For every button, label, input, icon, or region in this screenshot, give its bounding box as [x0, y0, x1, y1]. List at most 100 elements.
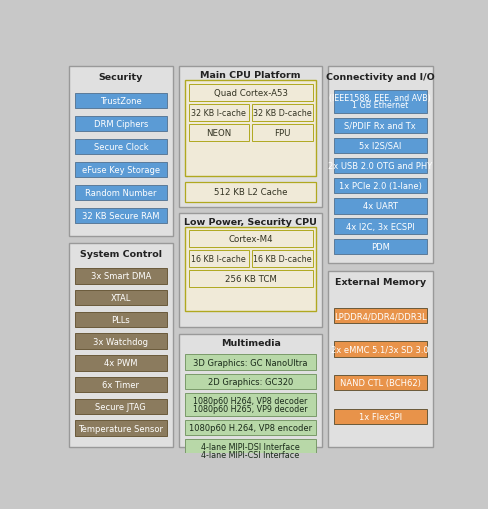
- Text: 5x I2S/SAI: 5x I2S/SAI: [358, 142, 401, 151]
- Bar: [75, 312, 167, 327]
- Text: 3x Watchdog: 3x Watchdog: [93, 337, 148, 346]
- Text: 3D Graphics: GC NanoUltra: 3D Graphics: GC NanoUltra: [193, 358, 307, 367]
- Bar: [333, 308, 426, 324]
- Text: 1080p60 H265, VP9 decoder: 1080p60 H265, VP9 decoder: [193, 404, 307, 413]
- Text: FPU: FPU: [274, 129, 290, 138]
- Bar: [75, 355, 167, 371]
- Text: S/PDIF Rx and Tx: S/PDIF Rx and Tx: [344, 122, 415, 130]
- Text: NAND CTL (BCH62): NAND CTL (BCH62): [339, 378, 420, 387]
- Bar: [333, 118, 426, 134]
- Text: 4-lane MIPI-DSI Interface: 4-lane MIPI-DSI Interface: [201, 442, 299, 451]
- Text: Main CPU Platform: Main CPU Platform: [200, 71, 300, 80]
- Bar: [327, 67, 432, 264]
- Bar: [333, 199, 426, 214]
- Text: 32 KB D-cache: 32 KB D-cache: [252, 109, 311, 118]
- Text: Cortex-M4: Cortex-M4: [228, 235, 272, 244]
- Text: 2x USB 2.0 OTG and PHY: 2x USB 2.0 OTG and PHY: [327, 162, 431, 171]
- Text: TrustZone: TrustZone: [100, 97, 142, 105]
- Bar: [327, 272, 432, 447]
- Text: 1x PCIe 2.0 (1-lane): 1x PCIe 2.0 (1-lane): [338, 182, 421, 191]
- Bar: [179, 214, 321, 328]
- Bar: [184, 227, 316, 312]
- Bar: [188, 125, 248, 142]
- Text: 1x FlexSPI: 1x FlexSPI: [358, 412, 401, 421]
- Text: 1080p60 H.264, VP8 encoder: 1080p60 H.264, VP8 encoder: [189, 423, 311, 432]
- Text: Multimedia: Multimedia: [220, 338, 280, 347]
- Bar: [188, 105, 248, 122]
- Text: NEON: NEON: [206, 129, 231, 138]
- Text: DRM Ciphers: DRM Ciphers: [94, 120, 148, 129]
- Bar: [333, 138, 426, 154]
- Bar: [75, 420, 167, 436]
- Bar: [188, 231, 312, 248]
- Bar: [188, 251, 248, 268]
- Bar: [184, 393, 316, 416]
- Bar: [75, 377, 167, 392]
- Bar: [75, 139, 167, 155]
- Bar: [333, 179, 426, 194]
- Text: 2x eMMC 5.1/3x SD 3.0: 2x eMMC 5.1/3x SD 3.0: [331, 345, 428, 354]
- Bar: [333, 342, 426, 357]
- Bar: [188, 271, 312, 288]
- Text: External Memory: External Memory: [334, 277, 425, 286]
- Text: 4x PWM: 4x PWM: [104, 359, 137, 367]
- Bar: [333, 219, 426, 235]
- Bar: [333, 159, 426, 174]
- Bar: [75, 291, 167, 306]
- Bar: [333, 91, 426, 114]
- Text: 6x Timer: 6x Timer: [102, 380, 139, 389]
- Text: Security: Security: [99, 73, 143, 82]
- Text: PLLs: PLLs: [111, 315, 130, 324]
- Text: Quad Cortex-A53: Quad Cortex-A53: [213, 89, 287, 98]
- Bar: [75, 93, 167, 109]
- Bar: [252, 125, 312, 142]
- Bar: [184, 439, 316, 462]
- Text: eFuse Key Storage: eFuse Key Storage: [81, 166, 160, 175]
- Bar: [184, 355, 316, 370]
- Text: 4x I2C, 3x ECSPI: 4x I2C, 3x ECSPI: [346, 222, 414, 231]
- Text: 3x Smart DMA: 3x Smart DMA: [90, 272, 151, 281]
- Bar: [333, 375, 426, 390]
- Bar: [75, 334, 167, 349]
- Text: PDM: PDM: [370, 242, 389, 251]
- Text: 4x UART: 4x UART: [362, 202, 397, 211]
- Text: Connectivity and I/O: Connectivity and I/O: [325, 73, 434, 82]
- Bar: [75, 399, 167, 414]
- Text: 32 KB Secure RAM: 32 KB Secure RAM: [82, 212, 159, 221]
- Text: Random Number: Random Number: [85, 189, 156, 198]
- Bar: [184, 374, 316, 389]
- Text: 256 KB TCM: 256 KB TCM: [224, 275, 276, 284]
- Text: 512 KB L2 Cache: 512 KB L2 Cache: [213, 188, 287, 197]
- Bar: [75, 186, 167, 201]
- Bar: [184, 420, 316, 435]
- Bar: [333, 409, 426, 424]
- Bar: [188, 85, 312, 102]
- Text: (IEEE1588, EEE, and AVB): (IEEE1588, EEE, and AVB): [329, 94, 430, 103]
- Text: 1080p60 H264, VP8 decoder: 1080p60 H264, VP8 decoder: [193, 397, 307, 405]
- Text: Low Power, Security CPU: Low Power, Security CPU: [184, 218, 316, 227]
- Bar: [184, 81, 316, 177]
- Bar: [184, 183, 316, 203]
- Bar: [75, 269, 167, 284]
- Text: Secure JTAG: Secure JTAG: [95, 402, 146, 411]
- Text: Secure Clock: Secure Clock: [93, 143, 148, 152]
- Bar: [75, 209, 167, 224]
- Bar: [179, 334, 321, 447]
- Text: 32 KB I-cache: 32 KB I-cache: [191, 109, 246, 118]
- Bar: [252, 251, 312, 268]
- Bar: [68, 244, 173, 447]
- Text: 2D Graphics: GC320: 2D Graphics: GC320: [207, 377, 293, 386]
- Bar: [68, 67, 173, 236]
- Bar: [179, 67, 321, 208]
- Text: XTAL: XTAL: [110, 294, 131, 303]
- Bar: [75, 162, 167, 178]
- Text: 16 KB D-cache: 16 KB D-cache: [253, 255, 311, 264]
- Text: System Control: System Control: [80, 249, 162, 259]
- Bar: [333, 239, 426, 254]
- Text: 16 KB I-cache: 16 KB I-cache: [191, 255, 246, 264]
- Bar: [75, 117, 167, 132]
- Text: LPDDR4/DDR4/DDR3L: LPDDR4/DDR4/DDR3L: [333, 312, 426, 320]
- Text: 4-lane MIPI-CSI Interface: 4-lane MIPI-CSI Interface: [201, 450, 299, 459]
- Text: Temperature Sensor: Temperature Sensor: [78, 424, 163, 433]
- Bar: [252, 105, 312, 122]
